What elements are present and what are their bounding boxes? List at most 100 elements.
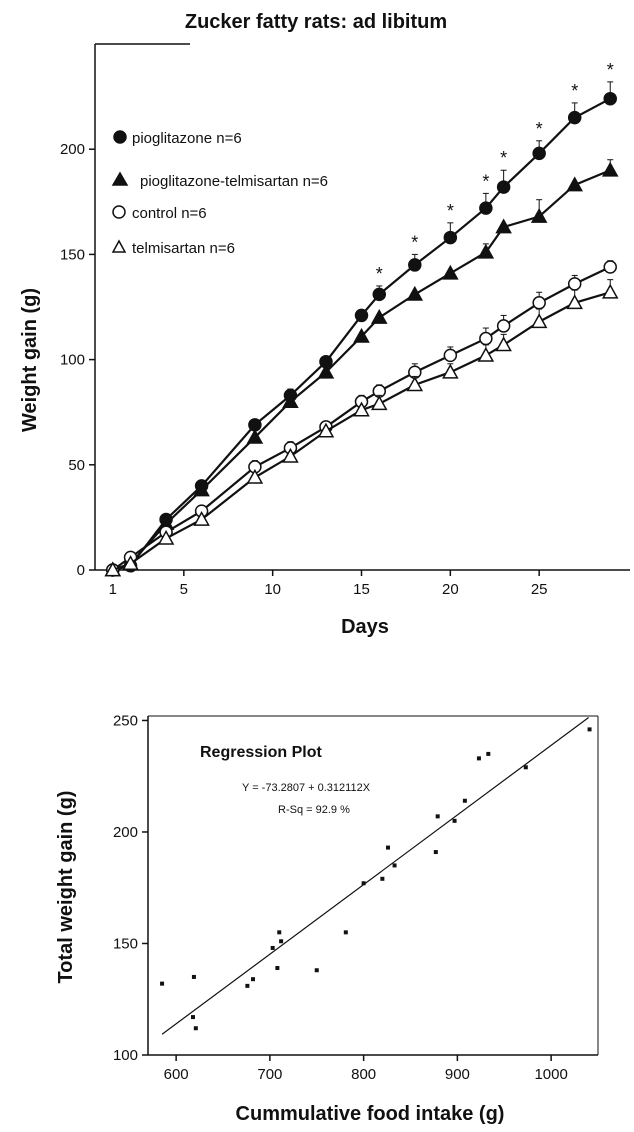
chart1-y-label: Weight gain (g) bbox=[19, 288, 41, 432]
data-point bbox=[479, 201, 493, 215]
data-point bbox=[406, 285, 424, 301]
data-point bbox=[317, 422, 335, 438]
data-point bbox=[442, 264, 459, 280]
data-point bbox=[406, 376, 424, 392]
scatter-point bbox=[392, 863, 397, 868]
series-telmisartan bbox=[104, 279, 619, 577]
scatter-point bbox=[435, 814, 440, 819]
data-point bbox=[282, 393, 299, 409]
data-point bbox=[601, 283, 619, 299]
scatter-point bbox=[279, 939, 284, 944]
data-point bbox=[317, 363, 335, 379]
data-point bbox=[246, 428, 264, 444]
scatter-point bbox=[386, 845, 390, 850]
scatter-point bbox=[275, 966, 280, 971]
legend-label-telmisartan: telmisartan n=6 bbox=[132, 240, 235, 257]
data-point bbox=[477, 346, 495, 362]
legend-entry-pioglitazone-telmisartan: pioglitazone-telmisartan n=6 bbox=[111, 171, 328, 190]
significance-marker: * bbox=[376, 264, 383, 284]
regression-line bbox=[161, 717, 589, 1035]
data-point bbox=[193, 510, 210, 526]
scatter-point bbox=[361, 881, 366, 886]
chart1-y-tick-label: 200 bbox=[60, 141, 85, 158]
chart1-title: Zucker fatty rats: ad libitum bbox=[185, 11, 447, 33]
chart2-y-tick-label: 250 bbox=[113, 712, 138, 729]
chart1-x-ticks: 1 5 10 15 20 25 bbox=[109, 570, 548, 598]
weight-gain-chart: Zucker fatty rats: ad libitum 0 50 100 150 2… bbox=[19, 11, 630, 638]
series-line bbox=[112, 291, 611, 572]
scatter-point bbox=[277, 930, 282, 935]
legend-entry-control: control n=6 bbox=[112, 205, 207, 222]
data-point bbox=[104, 561, 122, 577]
legend-label-pioglitazone-telmisartan: pioglitazone-telmisartan n=6 bbox=[140, 173, 328, 190]
scatter-point bbox=[433, 850, 438, 855]
legend-label-control: control n=6 bbox=[132, 205, 207, 222]
significance-marker: * bbox=[571, 81, 578, 101]
scatter-point bbox=[314, 968, 319, 973]
chart2-x-tick-label: 1000 bbox=[534, 1066, 567, 1083]
scatter-points-group bbox=[160, 727, 592, 1031]
data-point bbox=[443, 348, 458, 363]
chart2-frame bbox=[147, 715, 599, 1056]
data-point bbox=[282, 447, 299, 463]
chart2-x-tick-label: 600 bbox=[164, 1066, 189, 1083]
data-point bbox=[530, 207, 548, 223]
scatter-point bbox=[251, 977, 255, 982]
significance-marker: * bbox=[607, 60, 614, 80]
data-point bbox=[370, 395, 388, 411]
significance-marker: * bbox=[411, 232, 418, 252]
chart1-significance-group: * * * * * * * * bbox=[376, 60, 614, 284]
significance-marker: * bbox=[500, 148, 507, 168]
data-point bbox=[442, 363, 459, 379]
data-point bbox=[532, 146, 546, 161]
legend-label-pioglitazone: pioglitazone n=6 bbox=[132, 130, 242, 147]
series-line bbox=[112, 266, 611, 571]
data-point bbox=[193, 481, 210, 497]
chart2-y-tick-label: 150 bbox=[113, 935, 138, 952]
series-line bbox=[112, 97, 611, 572]
chart2-title: Regression Plot bbox=[200, 744, 322, 761]
chart2-x-tick-label: 800 bbox=[351, 1066, 376, 1083]
chart1-y-tick-label: 50 bbox=[68, 457, 85, 474]
legend-marker-filled-triangle bbox=[111, 171, 129, 186]
scatter-point bbox=[270, 945, 275, 950]
significance-marker: * bbox=[447, 201, 454, 221]
data-point bbox=[603, 91, 617, 106]
legend-marker-open-circle bbox=[112, 205, 126, 219]
series-pioglitazone-telmisartan bbox=[104, 159, 619, 577]
chart1-axes bbox=[94, 43, 630, 571]
chart1-y-tick-label: 0 bbox=[77, 562, 85, 579]
scatter-point bbox=[462, 798, 467, 803]
scatter-point bbox=[587, 727, 592, 732]
data-point bbox=[495, 336, 512, 352]
scatter-point bbox=[160, 981, 165, 986]
data-point bbox=[601, 161, 619, 177]
regression-chart: 100 150 200 250 600 700 800 900 1000 Regression… bbox=[55, 712, 599, 1125]
data-point bbox=[443, 230, 458, 245]
chart1-x-tick-label: 5 bbox=[180, 581, 188, 598]
chart1-x-tick-label: 20 bbox=[442, 581, 459, 598]
data-point bbox=[122, 555, 139, 571]
chart2-y-tick-label: 100 bbox=[113, 1047, 138, 1064]
legend-entry-pioglitazone: pioglitazone n=6 bbox=[113, 130, 242, 147]
fit-line-group bbox=[161, 717, 589, 1035]
chart1-y-tick-label: 150 bbox=[60, 246, 85, 263]
data-point bbox=[372, 287, 387, 302]
data-point bbox=[246, 468, 264, 484]
legend-entry-telmisartan: telmisartan n=6 bbox=[111, 239, 235, 257]
scatter-point bbox=[380, 876, 385, 881]
legend-marker-filled-circle bbox=[113, 130, 127, 144]
chart1-x-tick-label: 10 bbox=[264, 581, 281, 598]
scatter-point bbox=[486, 751, 491, 756]
data-point bbox=[603, 260, 617, 274]
data-point bbox=[479, 331, 493, 346]
data-point bbox=[354, 308, 369, 323]
data-point bbox=[408, 258, 422, 272]
chart1-series-group bbox=[104, 81, 619, 577]
scatter-point bbox=[193, 1026, 198, 1031]
data-point bbox=[370, 308, 388, 324]
chart2-x-label: Cummulative food intake (g) bbox=[236, 1103, 505, 1125]
chart2-y-label: Total weight gain (g) bbox=[55, 791, 77, 984]
chart1-y-tick-label: 100 bbox=[60, 352, 85, 369]
